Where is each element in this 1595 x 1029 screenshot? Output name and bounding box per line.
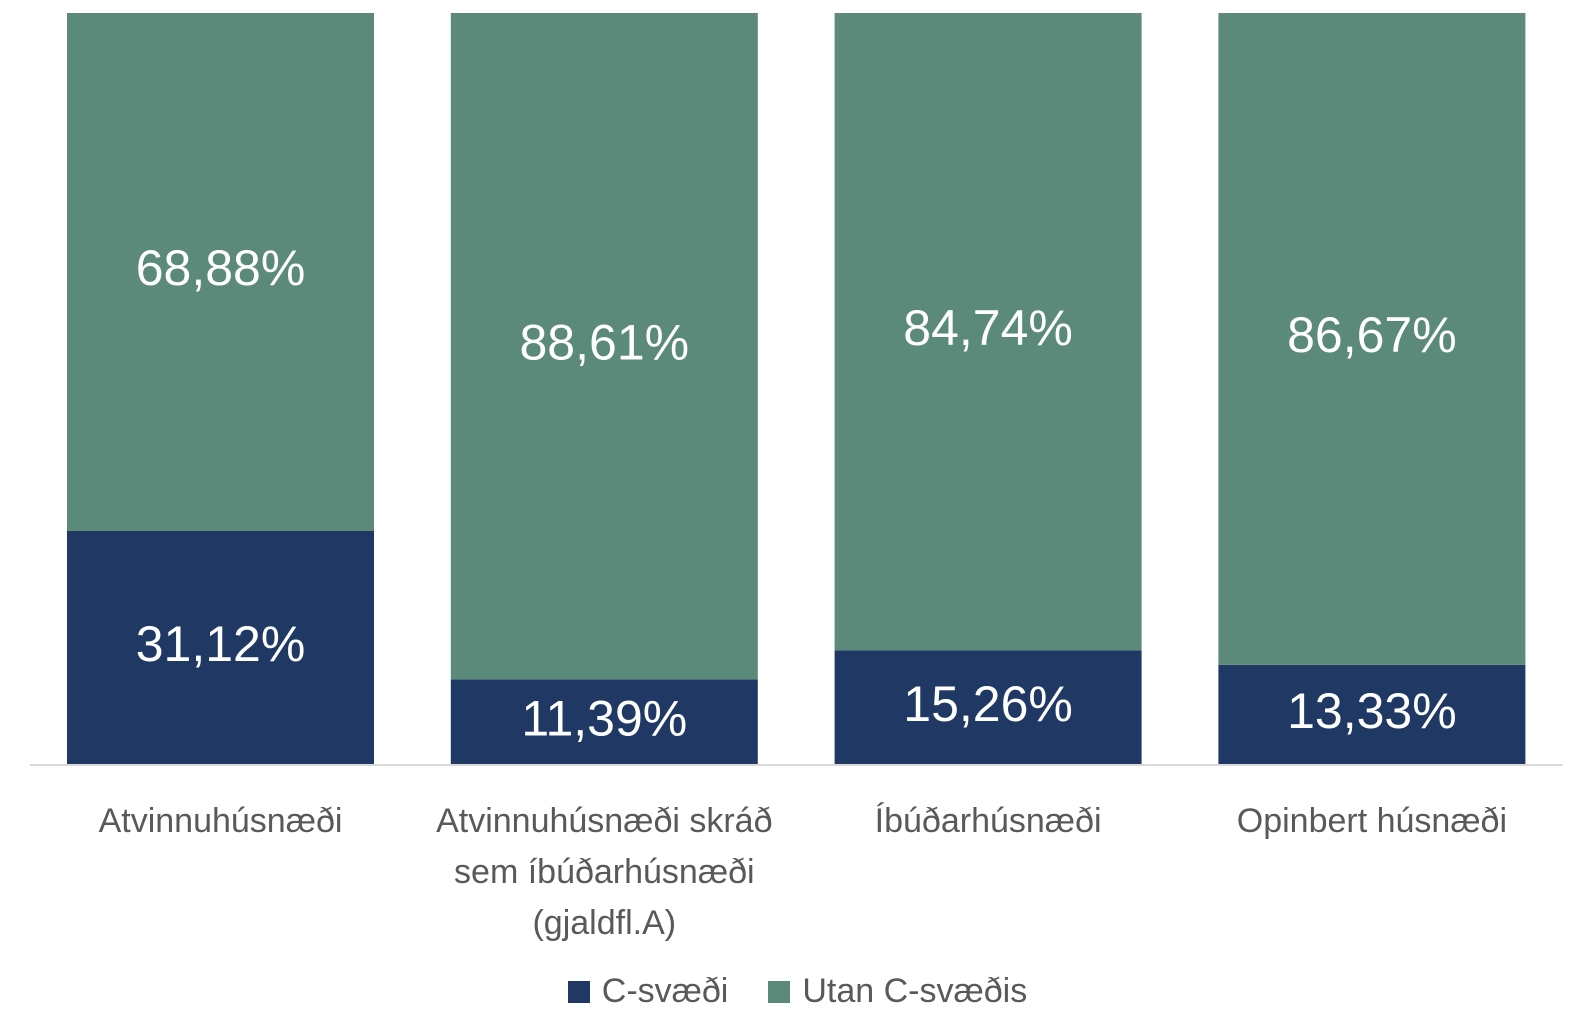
legend-label: Utan C-svæðis bbox=[802, 972, 1028, 1010]
bar-segment bbox=[834, 650, 1142, 765]
value-label: 15,26% bbox=[903, 676, 1073, 732]
x-tick-label: Atvinnuhúsnæði bbox=[98, 802, 343, 840]
value-label: 68,88% bbox=[136, 240, 306, 296]
bar-segment bbox=[1218, 13, 1526, 665]
value-label: 84,74% bbox=[903, 300, 1073, 356]
x-tick-label: Íbúðarhúsnæði bbox=[874, 802, 1102, 840]
bar-segment bbox=[67, 13, 374, 531]
value-label: 88,61% bbox=[520, 314, 690, 370]
value-label: 86,67% bbox=[1287, 307, 1457, 363]
value-label: 13,33% bbox=[1287, 683, 1457, 739]
chart: 31,12% 68,88% 11,39% 88,61% 15,26% 84,74% 13,3… bbox=[30, 13, 1563, 766]
bar-segment bbox=[450, 13, 758, 680]
legend-label: C-svæði bbox=[601, 972, 729, 1010]
legend: C-svæði Utan C-svæðis bbox=[0, 972, 1595, 1011]
bar-segment bbox=[1218, 664, 1526, 765]
legend-swatch bbox=[567, 980, 590, 1003]
bar-segment bbox=[67, 530, 374, 765]
legend-item: C-svæði bbox=[567, 972, 729, 1011]
bar-segment bbox=[834, 13, 1142, 651]
value-label: 31,12% bbox=[136, 616, 306, 672]
value-label: 11,39% bbox=[521, 690, 687, 746]
legend-swatch bbox=[768, 980, 791, 1003]
legend-item: Utan C-svæðis bbox=[768, 972, 1027, 1011]
x-tick-label: Opinbert húsnæði bbox=[1236, 802, 1508, 840]
x-tick-label: Atvinnuhúsnæði skráð sem íbúðarhúsnæði (… bbox=[436, 802, 773, 942]
bar-segment bbox=[450, 679, 758, 765]
